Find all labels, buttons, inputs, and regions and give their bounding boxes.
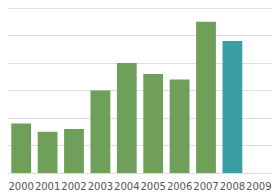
svg-text:2008: 2008 [220,181,245,192]
svg-text:2004: 2004 [114,181,139,192]
svg-text:2007: 2007 [193,181,218,192]
svg-text:2000: 2000 [8,181,33,192]
svg-text:2002: 2002 [61,181,86,192]
svg-text:2006: 2006 [167,181,192,192]
svg-text:2003: 2003 [88,181,113,192]
svg-text:2005: 2005 [140,181,165,192]
svg-text:2001: 2001 [35,181,60,192]
svg-text:2009: 2009 [246,181,271,192]
